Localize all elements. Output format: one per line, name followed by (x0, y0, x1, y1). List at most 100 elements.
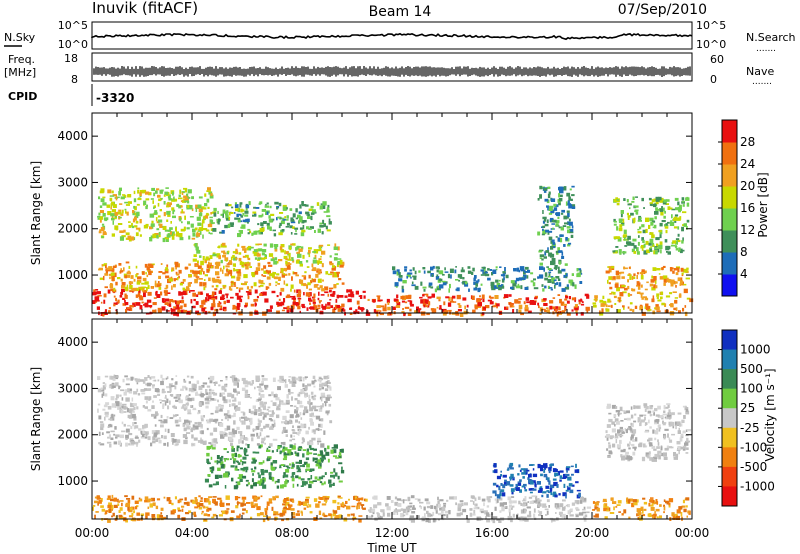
data-cell (518, 269, 521, 273)
data-cell (282, 448, 285, 453)
data-cell (271, 477, 275, 482)
data-cell (110, 207, 112, 210)
data-cell (187, 287, 190, 291)
data-cell (339, 449, 342, 453)
data-cell (172, 509, 177, 511)
data-cell (576, 268, 579, 272)
data-cell (578, 268, 582, 271)
data-cell (493, 463, 497, 468)
data-cell (622, 251, 627, 254)
data-cell (571, 473, 574, 476)
data-cell (683, 415, 686, 419)
data-cell (317, 260, 323, 264)
data-cell (212, 311, 215, 317)
data-cell (452, 301, 457, 303)
data-cell (558, 226, 563, 229)
data-cell (93, 505, 96, 507)
data-cell (164, 302, 169, 305)
data-cell (524, 496, 527, 501)
data-cell (105, 510, 110, 512)
data-cell (206, 498, 210, 503)
data-cell (570, 204, 576, 208)
data-cell (206, 427, 209, 431)
data-cell (262, 311, 267, 316)
data-cell (510, 473, 514, 479)
data-cell (285, 410, 290, 413)
data-cell (526, 469, 530, 472)
data-cell (94, 296, 100, 301)
data-cell (291, 243, 296, 246)
data-cell (217, 221, 220, 225)
data-cell (407, 312, 412, 316)
cpid-label: CPID (8, 90, 37, 103)
data-cell (473, 509, 476, 514)
data-cell (257, 480, 262, 484)
data-cell (290, 392, 294, 394)
data-cell (637, 231, 642, 234)
data-cell (307, 503, 309, 505)
data-cell (162, 301, 166, 303)
data-cell (578, 492, 581, 498)
data-cell (241, 416, 245, 419)
data-cell (317, 304, 321, 307)
data-cell (475, 282, 478, 287)
data-cell (151, 514, 156, 518)
data-cell (368, 515, 373, 519)
data-cell (307, 441, 312, 446)
data-cell (576, 489, 581, 492)
data-cell (221, 463, 225, 467)
data-cell (142, 425, 147, 429)
data-cell (125, 397, 130, 402)
data-cell (302, 254, 305, 259)
data-cell (300, 279, 304, 285)
data-cell (298, 211, 302, 215)
data-cell (506, 481, 511, 486)
data-cell (211, 445, 216, 450)
data-cell (185, 387, 188, 391)
data-cell (238, 213, 242, 216)
data-cell (297, 503, 300, 506)
data-cell (239, 298, 243, 303)
data-cell (167, 391, 172, 393)
freq-label-line2: [MHz] (4, 66, 36, 79)
data-cell (396, 271, 399, 276)
data-cell (275, 495, 279, 499)
data-cell (255, 426, 260, 430)
data-cell (122, 403, 127, 406)
data-cell (231, 403, 236, 407)
data-cell (198, 402, 202, 406)
data-cell (266, 447, 269, 451)
data-cell (528, 510, 532, 515)
data-cell (126, 377, 130, 381)
data-cell (255, 375, 260, 380)
data-cell (128, 281, 134, 284)
data-cell (210, 294, 214, 297)
data-cell (113, 302, 118, 305)
data-cell (290, 499, 292, 502)
data-cell (246, 394, 251, 397)
data-cell (120, 213, 124, 216)
data-cell (665, 203, 669, 205)
data-cell (321, 231, 324, 235)
data-cell (679, 293, 682, 297)
data-cell (150, 442, 153, 447)
data-cell (211, 285, 214, 288)
data-cell (568, 279, 573, 284)
data-cell (148, 192, 152, 196)
data-cell (569, 229, 574, 233)
data-cell (538, 305, 540, 309)
data-cell (226, 299, 230, 303)
data-cell (446, 514, 449, 518)
data-cell (210, 444, 214, 448)
data-cell (280, 484, 284, 489)
data-cell (209, 190, 211, 193)
data-cell (163, 201, 166, 205)
data-cell (124, 375, 128, 378)
data-cell (263, 270, 268, 274)
data-cell (579, 499, 583, 504)
data-cell (211, 297, 215, 300)
data-cell (105, 269, 108, 271)
data-cell (115, 398, 118, 401)
data-cell (265, 269, 268, 272)
